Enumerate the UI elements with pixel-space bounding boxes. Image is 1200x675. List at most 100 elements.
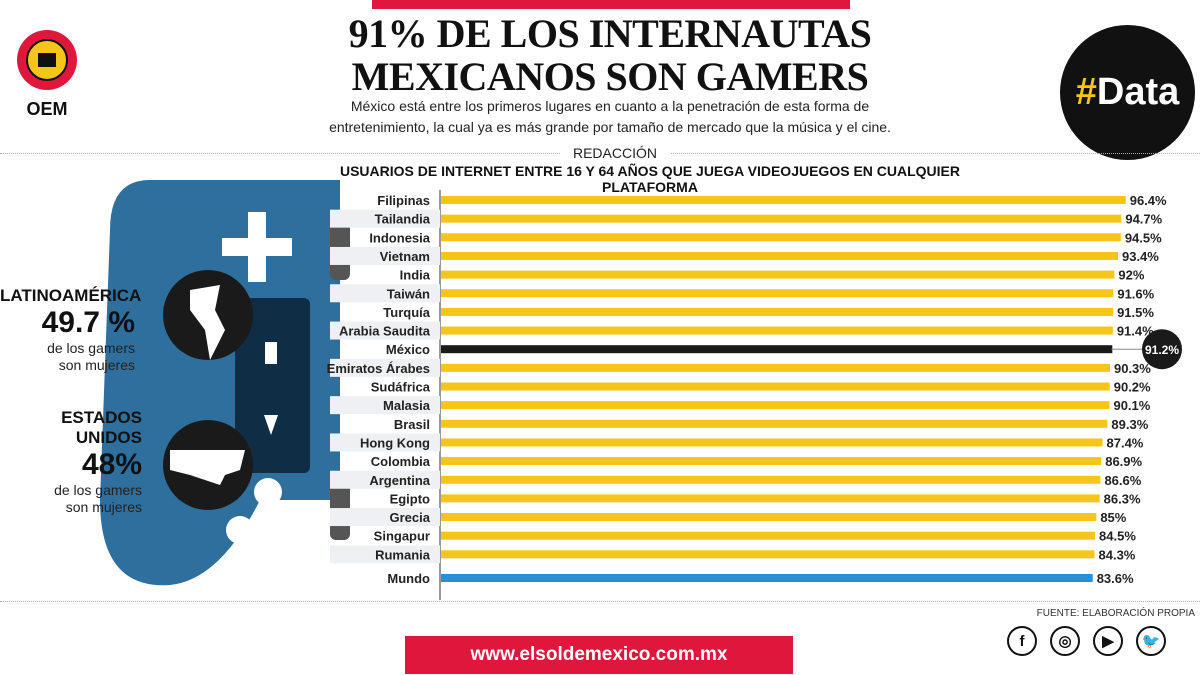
bar [441, 494, 1100, 503]
category-label: México [386, 342, 430, 357]
row-band [330, 321, 440, 340]
category-label: Colombia [371, 454, 431, 469]
controller-icon [100, 180, 350, 586]
value-label: 84.3% [1099, 547, 1136, 562]
top-accent-bar [372, 0, 850, 9]
value-label: 87.4% [1107, 435, 1144, 450]
page-title: 91% DE LOS INTERNAUTAS MEXICANOS SON GAM… [300, 12, 920, 98]
stat-latam: LATINOAMÉRICA 49.7 % de los gamers son m… [0, 286, 142, 374]
value-label: 96.4% [1130, 193, 1167, 208]
stat-region: ESTADOS UNIDOS [61, 408, 142, 447]
bar [441, 531, 1096, 540]
category-label: Arabia Saudita [339, 324, 431, 339]
stat-usa: ESTADOS UNIDOS 48% de los gamers son muj… [0, 408, 142, 516]
stat-text: son mujeres [65, 499, 142, 515]
badge-text: Data [1096, 71, 1180, 113]
bar [441, 363, 1110, 372]
value-label: 85% [1100, 510, 1126, 525]
row-band [330, 246, 440, 265]
category-label: Rumania [375, 547, 431, 562]
website-link[interactable]: www.elsoldemexico.com.mx [405, 636, 793, 674]
stat-region: LATINOAMÉRICA [0, 286, 142, 305]
row-band [330, 470, 440, 489]
subtitle: México está entre los primeros lugares e… [300, 96, 920, 138]
bar [441, 475, 1101, 484]
bar [441, 251, 1118, 260]
category-label: Tailandia [375, 212, 431, 227]
bar [441, 270, 1115, 279]
value-label: 90.1% [1113, 398, 1150, 413]
row-band [330, 358, 440, 377]
data-badge: # Data [1060, 25, 1195, 160]
category-label: Emiratos Árabes [327, 361, 430, 376]
category-label: Brasil [394, 417, 430, 432]
category-label: Argentina [369, 473, 430, 488]
category-label: Indonesia [369, 230, 430, 245]
bar [441, 307, 1114, 316]
stat-value: 48% [81, 448, 142, 481]
bar [441, 401, 1110, 410]
value-label: 94.5% [1125, 230, 1162, 245]
category-label: Sudáfrica [371, 380, 431, 395]
value-label: 86.6% [1104, 473, 1141, 488]
facebook-icon[interactable]: f [1007, 626, 1037, 656]
value-label: 92% [1118, 268, 1144, 283]
bar [441, 382, 1110, 391]
row-band [330, 508, 440, 527]
oem-logo: OEM [17, 30, 77, 119]
instagram-icon[interactable]: ◎ [1050, 626, 1080, 656]
value-label: 83.6% [1097, 571, 1134, 586]
bar [441, 233, 1121, 242]
stat-value: 49.7 % [41, 306, 135, 339]
divider [0, 601, 1200, 602]
twitter-icon[interactable]: 🐦 [1136, 626, 1166, 656]
value-label: 90.2% [1114, 380, 1151, 395]
stat-text: de los gamers [47, 340, 135, 356]
youtube-icon[interactable]: ▶ [1093, 626, 1123, 656]
value-label: 86.3% [1104, 491, 1141, 506]
value-label: 94.7% [1125, 212, 1162, 227]
bar [441, 419, 1108, 428]
category-label: Egipto [390, 491, 430, 506]
bar-chart: Filipinas 96.4% Tailandia 94.7% Indonesia 94.… [327, 190, 1182, 600]
chart-title: USUARIOS DE INTERNET ENTRE 16 Y 64 AÑOS … [339, 163, 960, 195]
stat-text: de los gamers [54, 482, 142, 498]
row-band [330, 396, 440, 415]
row-band [330, 433, 440, 452]
logo-text: OEM [26, 99, 67, 119]
category-label: Vietnam [380, 249, 430, 264]
highlight-badge [1142, 329, 1182, 370]
value-label: 91.2% [1145, 343, 1179, 357]
value-label: 93.4% [1122, 249, 1159, 264]
title-line-1: 91% DE LOS INTERNAUTAS [348, 11, 872, 56]
bar [441, 326, 1113, 335]
value-label: 90.3% [1114, 361, 1151, 376]
bar [441, 289, 1114, 298]
hash-icon: # [1075, 71, 1097, 113]
row-band [330, 545, 440, 564]
row-band [330, 209, 440, 228]
category-label: Mundo [387, 571, 430, 586]
bar [441, 214, 1122, 223]
title-line-2: MEXICANOS SON GAMERS [351, 54, 869, 99]
category-label: Malasia [383, 398, 431, 413]
value-label: 84.5% [1099, 529, 1136, 544]
bar [441, 457, 1102, 466]
category-label: Hong Kong [360, 435, 430, 450]
bar [441, 574, 1093, 582]
category-label: Turquía [383, 305, 430, 320]
value-label: 91.6% [1117, 286, 1154, 301]
bar [441, 438, 1103, 447]
stat-text: son mujeres [58, 357, 135, 373]
value-label: 89.3% [1111, 417, 1148, 432]
source-note: FUENTE: ELABORACIÓN PROPIA [1036, 608, 1195, 619]
byline: REDACCIÓN [560, 145, 670, 161]
bar [441, 196, 1126, 204]
category-label: Filipinas [377, 193, 430, 208]
bar [441, 345, 1113, 354]
category-label: Singapur [374, 529, 430, 544]
value-label: 91.4% [1117, 324, 1154, 339]
subtitle-line-2: entretenimiento, la cual ya es más grand… [329, 119, 891, 135]
bar [441, 550, 1095, 559]
